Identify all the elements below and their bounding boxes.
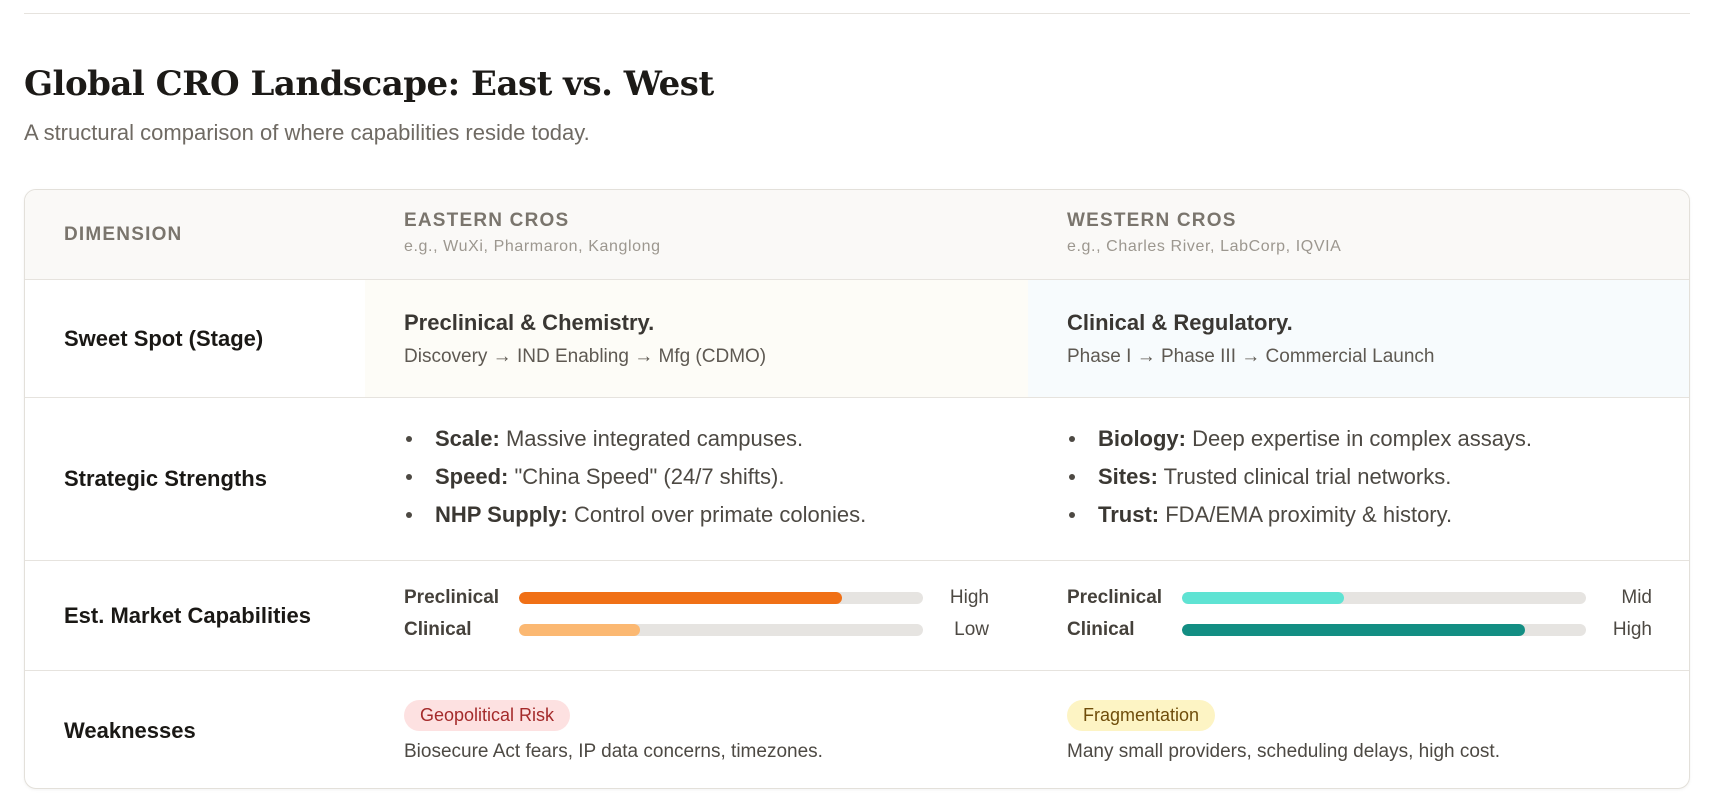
capability-bar-track [519, 592, 923, 604]
header-west-examples: e.g., Charles River, LabCorp, IQVIA [1067, 238, 1342, 255]
weakness-badge-east: Geopolitical Risk [404, 700, 571, 731]
capabilities-west-cell: Preclinical Mid Clinical High [1028, 561, 1689, 670]
header-east-title: EASTERN CROS [404, 210, 570, 231]
page-title: Global CRO Landscape: East vs. West [24, 64, 714, 104]
sweet-spot-east-path: Discovery → IND Enabling → Mfg (CDMO) [404, 346, 767, 367]
table-row-sweet-spot: Sweet Spot (Stage) Preclinical & Chemist… [25, 280, 1689, 398]
sweet-spot-east-title: Preclinical & Chemistry. [404, 310, 655, 335]
list-item: NHP Supply: Control over primate colonie… [404, 502, 988, 540]
bullet-text: "China Speed" (24/7 shifts). [508, 464, 785, 489]
page-subtitle: A structural comparison of where capabil… [24, 120, 590, 145]
bullet-key: Scale: [435, 426, 500, 451]
list-item: Trust: FDA/EMA proximity & history. [1067, 502, 1653, 540]
bullet-key: Speed: [435, 464, 509, 489]
list-item: Sites: Trusted clinical trial networks. [1067, 464, 1653, 502]
comparison-table: DIMENSION EASTERN CROS e.g., WuXi, Pharm… [24, 189, 1690, 789]
list-item: Scale: Massive integrated campuses. [404, 426, 988, 464]
header-east-cell: EASTERN CROS e.g., WuXi, Pharmaron, Kang… [365, 190, 1028, 279]
header-east-examples: e.g., WuXi, Pharmaron, Kanglong [404, 238, 661, 255]
capability-bar-label: Clinical [404, 619, 472, 640]
strengths-east-list: Scale: Massive integrated campuses. Spee… [404, 398, 988, 540]
capability-bar-fill [1182, 592, 1344, 604]
header-west-cell: WESTERN CROS e.g., Charles River, LabCor… [1028, 190, 1689, 279]
capability-bar-label: Preclinical [1067, 587, 1163, 608]
table-row-strengths: Strategic Strengths Scale: Massive integ… [25, 398, 1689, 561]
capability-bar-fill [519, 624, 641, 636]
sweet-spot-label: Sweet Spot (Stage) [64, 325, 264, 351]
list-item: Biology: Deep expertise in complex assay… [1067, 426, 1653, 464]
strengths-east-cell: Scale: Massive integrated campuses. Spee… [365, 398, 1028, 560]
capabilities-label: Est. Market Capabilities [64, 602, 311, 628]
table-row-capabilities: Est. Market Capabilities Preclinical Hig… [25, 561, 1689, 671]
bullet-text: Deep expertise in complex assays. [1186, 426, 1533, 451]
capabilities-dimension-cell: Est. Market Capabilities [25, 561, 365, 670]
weaknesses-east-cell: Geopolitical Risk Biosecure Act fears, I… [365, 671, 1028, 788]
header-dimension-cell: DIMENSION [25, 190, 365, 279]
strengths-west-list: Biology: Deep expertise in complex assay… [1067, 398, 1653, 540]
header-dimension: DIMENSION [64, 223, 183, 245]
sweet-spot-west-title: Clinical & Regulatory. [1067, 310, 1293, 335]
top-divider [24, 13, 1690, 14]
bullet-key: NHP Supply: [435, 502, 568, 527]
table-row-weaknesses: Weaknesses Geopolitical Risk Biosecure A… [25, 671, 1689, 788]
table-header-row: DIMENSION EASTERN CROS e.g., WuXi, Pharm… [25, 190, 1689, 280]
weakness-east-text: Biosecure Act fears, IP data concerns, t… [404, 741, 823, 762]
strengths-dimension-cell: Strategic Strengths [25, 398, 365, 560]
bullet-text: Control over primate colonies. [567, 502, 867, 527]
weaknesses-label: Weaknesses [64, 717, 196, 743]
sweet-spot-west-path: Phase I → Phase III → Commercial Launch [1067, 346, 1435, 367]
capability-bar-fill [1182, 624, 1526, 636]
sweet-spot-east-cell: Preclinical & Chemistry. Discovery → IND… [365, 280, 1028, 397]
header-west-title: WESTERN CROS [1067, 210, 1237, 231]
weaknesses-dimension-cell: Weaknesses [25, 671, 365, 788]
bullet-key: Trust: [1098, 502, 1160, 527]
strengths-label: Strategic Strengths [64, 466, 267, 491]
capability-bar-value: Low [954, 619, 989, 640]
capability-bar-row: Clinical High [1067, 618, 1652, 642]
capability-bar-label: Preclinical [404, 587, 500, 608]
capability-bar-fill [519, 592, 843, 604]
weakness-badge-west: Fragmentation [1067, 700, 1216, 731]
sweet-spot-dimension-cell: Sweet Spot (Stage) [25, 280, 365, 397]
bullet-text: Massive integrated campuses. [499, 426, 804, 451]
capability-bar-row: Preclinical Mid [1067, 586, 1652, 610]
bullet-text: Trusted clinical trial networks. [1157, 464, 1452, 489]
bullet-key: Sites: [1098, 464, 1158, 489]
capability-bar-row: Clinical Low [404, 618, 989, 642]
capability-bar-value: High [949, 587, 989, 608]
weaknesses-west-cell: Fragmentation Many small providers, sche… [1028, 671, 1689, 788]
strengths-west-cell: Biology: Deep expertise in complex assay… [1028, 398, 1689, 560]
list-item: Speed: "China Speed" (24/7 shifts). [404, 464, 988, 502]
capability-bar-label: Clinical [1067, 619, 1135, 640]
capability-bar-value: High [1612, 619, 1652, 640]
capability-bar-track [1182, 592, 1586, 604]
capability-bar-track [1182, 624, 1586, 636]
bullet-text: FDA/EMA proximity & history. [1159, 502, 1453, 527]
capability-bar-row: Preclinical High [404, 586, 989, 610]
weakness-west-text: Many small providers, scheduling delays,… [1067, 741, 1500, 762]
capabilities-east-cell: Preclinical High Clinical Low [365, 561, 1028, 670]
sweet-spot-west-cell: Clinical & Regulatory. Phase I → Phase I… [1028, 280, 1689, 397]
capability-bar-track [519, 624, 923, 636]
capability-bar-value: Mid [1621, 587, 1652, 608]
bullet-key: Biology: [1098, 426, 1186, 451]
